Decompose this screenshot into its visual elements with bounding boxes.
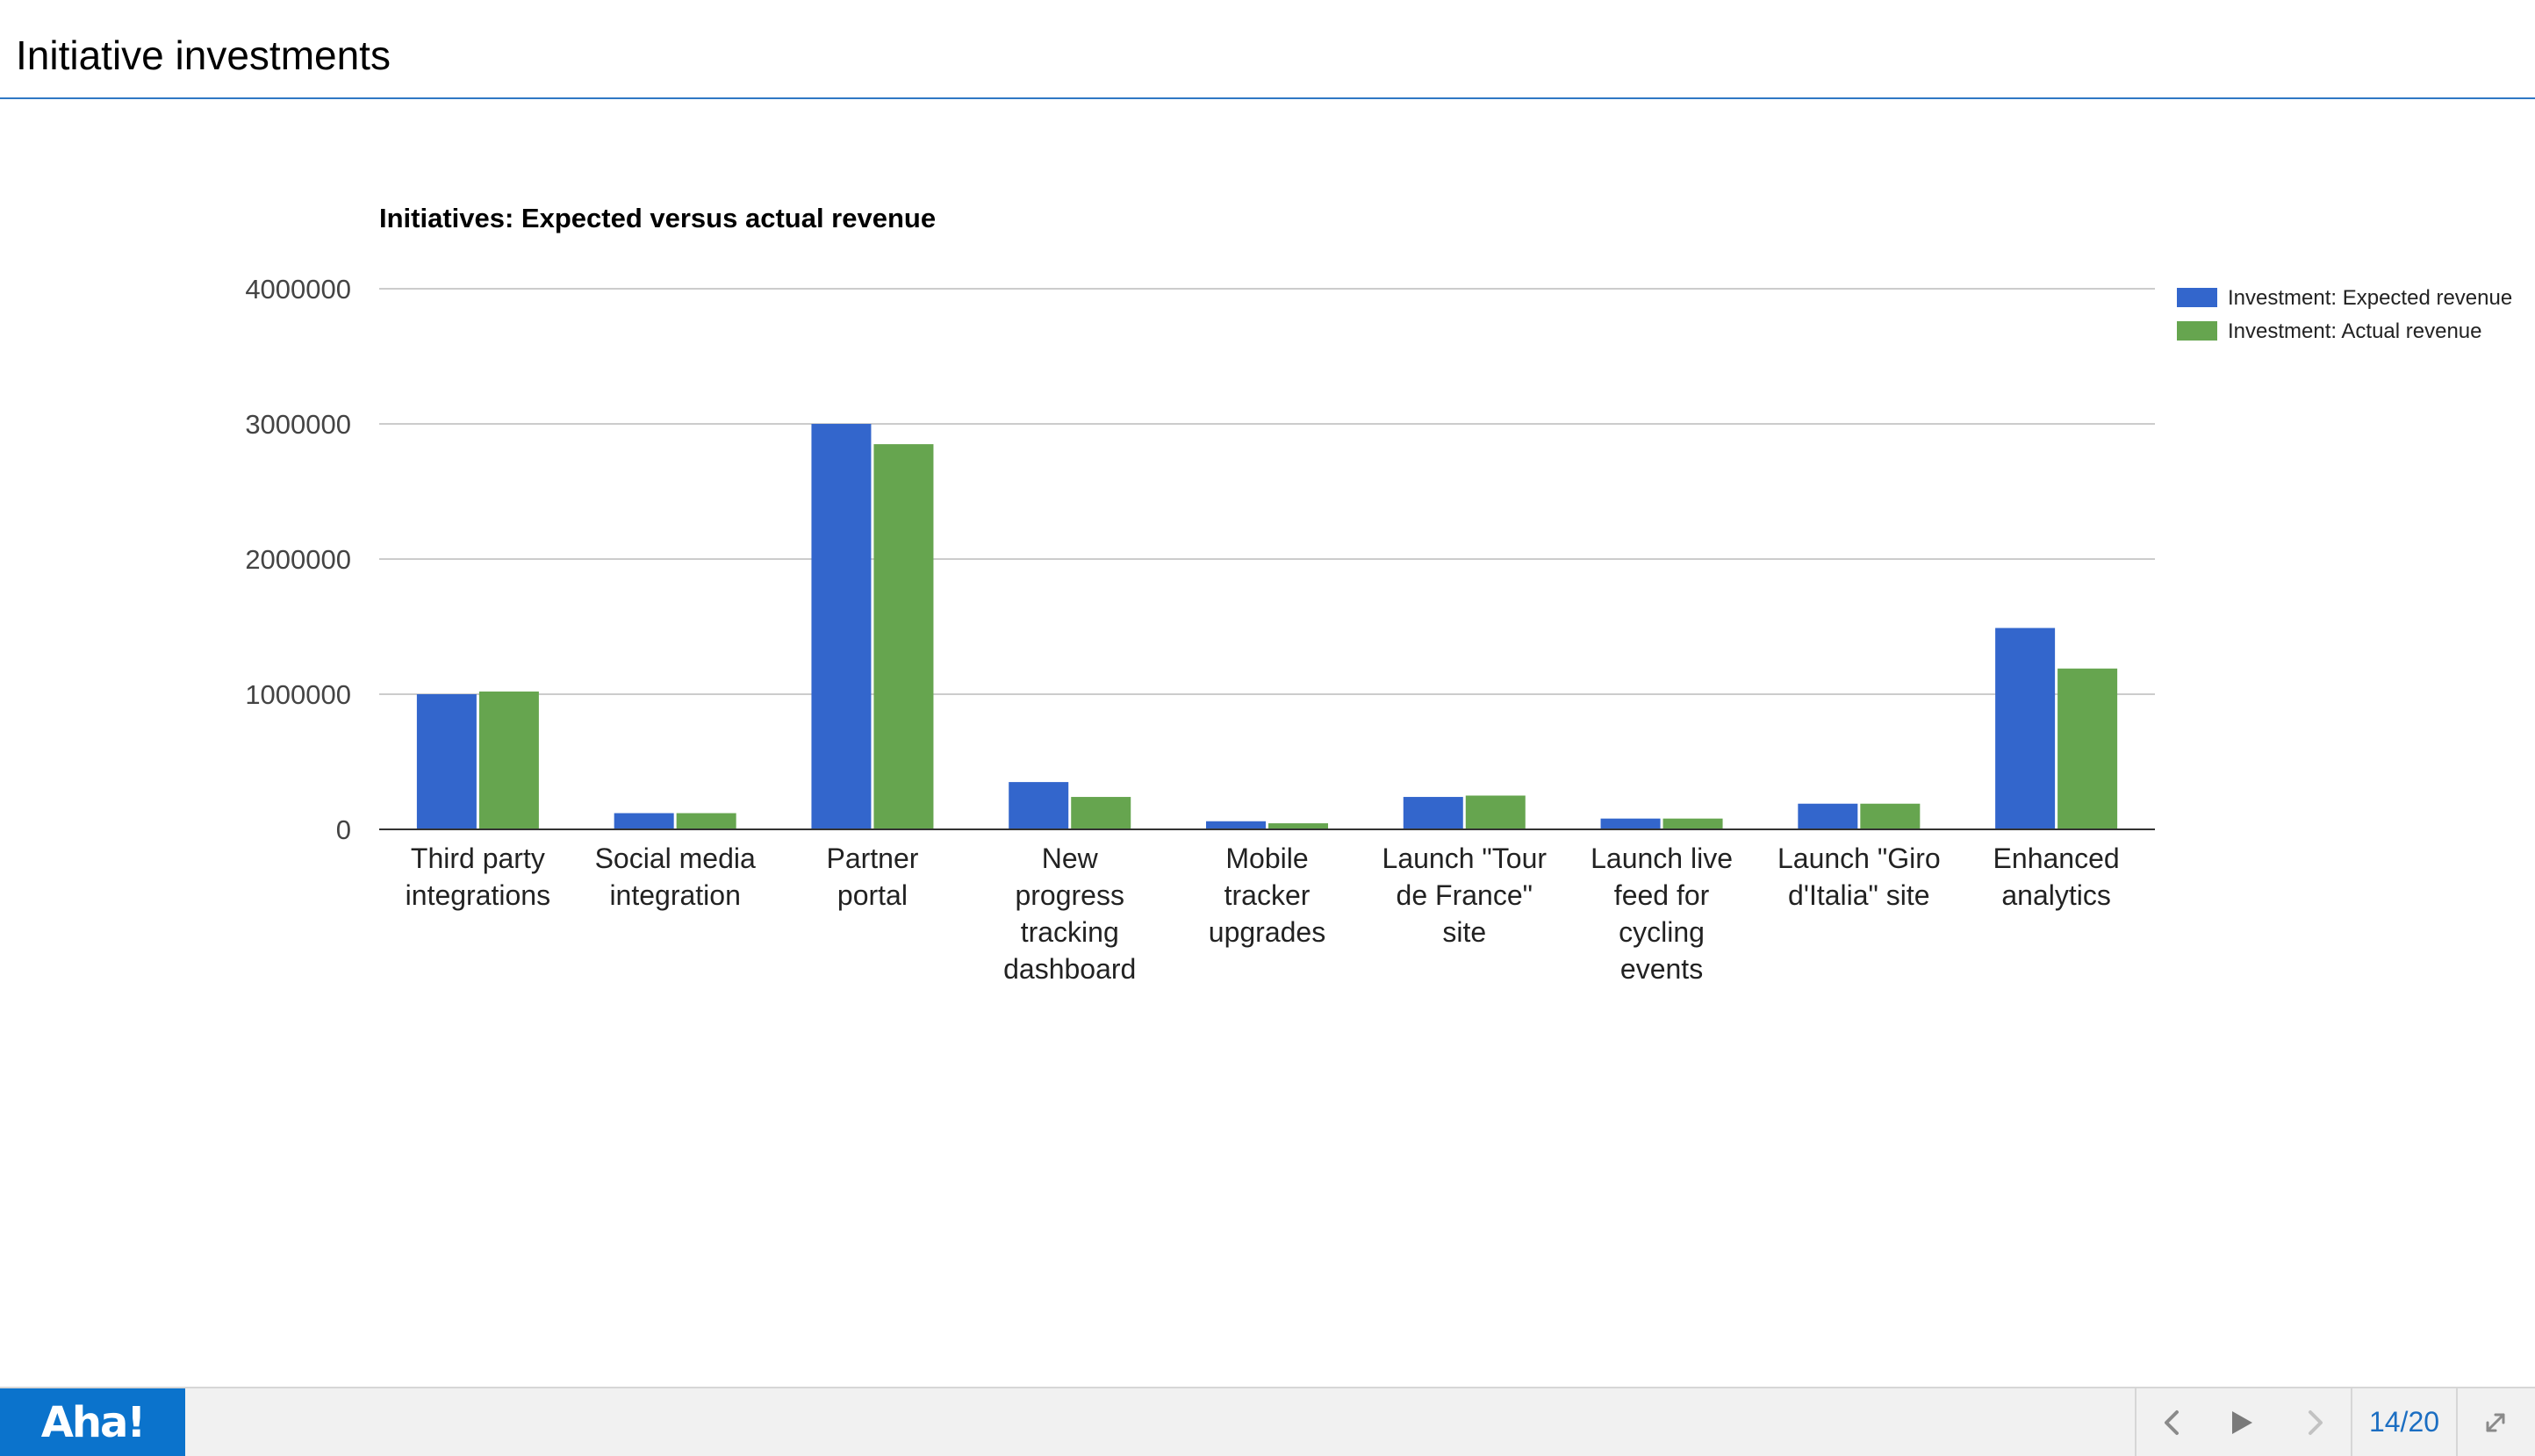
footer-divider — [2351, 1388, 2352, 1456]
expand-icon — [2486, 1413, 2505, 1431]
legend-label[interactable]: Investment: Actual revenue — [2228, 319, 2482, 343]
bar-expected-5[interactable] — [1403, 797, 1463, 829]
x-category-label: cycling — [1619, 916, 1705, 948]
x-category-label: portal — [837, 879, 908, 911]
x-category-label: analytics — [2001, 879, 2111, 911]
x-category-label: dashboard — [1003, 953, 1136, 985]
bar-expected-8[interactable] — [1995, 628, 2056, 829]
y-tick-label: 0 — [336, 814, 351, 845]
next-slide-button[interactable] — [2279, 1388, 2351, 1456]
x-category-label: Partner — [826, 843, 918, 874]
x-category-label: Social media — [595, 843, 756, 874]
bar-expected-7[interactable] — [1798, 803, 1858, 829]
x-category-label: integrations — [406, 879, 550, 911]
slide-title: Initiative investments — [16, 32, 391, 78]
play-icon — [2232, 1410, 2252, 1434]
bar-expected-3[interactable] — [1009, 782, 1069, 829]
chart-area: Initiatives: Expected versus actual reve… — [0, 101, 2535, 1387]
x-category-label: Launch "Tour — [1382, 843, 1548, 874]
y-tick-label: 2000000 — [245, 544, 351, 575]
x-category-label: events — [1620, 953, 1703, 985]
revenue-bar-chart: Initiatives: Expected versus actual reve… — [245, 203, 2512, 985]
bar-actual-0[interactable] — [478, 691, 539, 829]
bar-actual-4[interactable] — [1268, 823, 1328, 829]
bar-actual-7[interactable] — [1860, 803, 1921, 829]
bar-actual-2[interactable] — [873, 444, 934, 829]
y-tick-label: 1000000 — [245, 679, 351, 710]
bar-expected-0[interactable] — [416, 694, 477, 829]
aha-logo[interactable]: Aha! — [0, 1388, 185, 1456]
x-category-label: Third party — [411, 843, 545, 874]
bar-actual-1[interactable] — [676, 813, 736, 829]
bar-actual-8[interactable] — [2057, 668, 2118, 829]
x-category-label: Enhanced — [1993, 843, 2120, 874]
chart-bars — [379, 424, 2155, 830]
y-axis-ticks: 4000000 3000000 2000000 1000000 0 — [245, 274, 351, 845]
bar-expected-4[interactable] — [1206, 821, 1266, 829]
legend-label[interactable]: Investment: Expected revenue — [2228, 286, 2512, 310]
fullscreen-button[interactable] — [2460, 1388, 2531, 1456]
x-category-label: New — [1042, 843, 1099, 874]
bar-actual-3[interactable] — [1071, 797, 1131, 829]
footer-divider — [2135, 1388, 2136, 1456]
x-category-label: Launch "Giro — [1777, 843, 1941, 874]
chart-gridlines — [379, 288, 2155, 695]
chart-legend[interactable]: Investment: Expected revenue Investment: … — [2177, 286, 2512, 343]
x-category-label: de France" — [1397, 879, 1533, 911]
slide-page-counter[interactable]: 14/20 — [2368, 1406, 2440, 1438]
presentation-footer: Aha! 14/20 — [0, 1387, 2535, 1456]
x-category-label: upgrades — [1209, 916, 1325, 948]
x-category-label: tracker — [1224, 879, 1311, 911]
play-button[interactable] — [2205, 1388, 2277, 1456]
chevron-right-icon — [2309, 1409, 2323, 1435]
previous-slide-button[interactable] — [2136, 1388, 2208, 1456]
x-category-label: integration — [609, 879, 740, 911]
y-tick-label: 3000000 — [245, 409, 351, 440]
footer-divider — [2456, 1388, 2458, 1456]
legend-swatch — [2177, 321, 2217, 341]
chart-title: Initiatives: Expected versus actual reve… — [379, 203, 936, 233]
x-category-label: d'Italia" site — [1788, 879, 1930, 911]
bar-expected-1[interactable] — [614, 813, 674, 829]
x-category-label: tracking — [1021, 916, 1119, 948]
chevron-left-icon — [2165, 1409, 2179, 1435]
bar-actual-5[interactable] — [1465, 795, 1526, 830]
bar-actual-6[interactable] — [1662, 818, 1723, 829]
x-category-label: progress — [1015, 879, 1124, 911]
y-tick-label: 4000000 — [245, 274, 351, 305]
x-axis-labels: Third party integrations Social media integ… — [406, 843, 2120, 985]
x-category-label: site — [1442, 916, 1486, 948]
bar-expected-2[interactable] — [811, 424, 872, 829]
slide-header: Initiative investments — [0, 0, 2535, 99]
x-category-label: Mobile — [1225, 843, 1308, 874]
bar-expected-6[interactable] — [1600, 818, 1661, 829]
x-category-label: Launch live — [1591, 843, 1733, 874]
x-category-label: feed for — [1614, 879, 1710, 911]
legend-swatch — [2177, 288, 2217, 307]
